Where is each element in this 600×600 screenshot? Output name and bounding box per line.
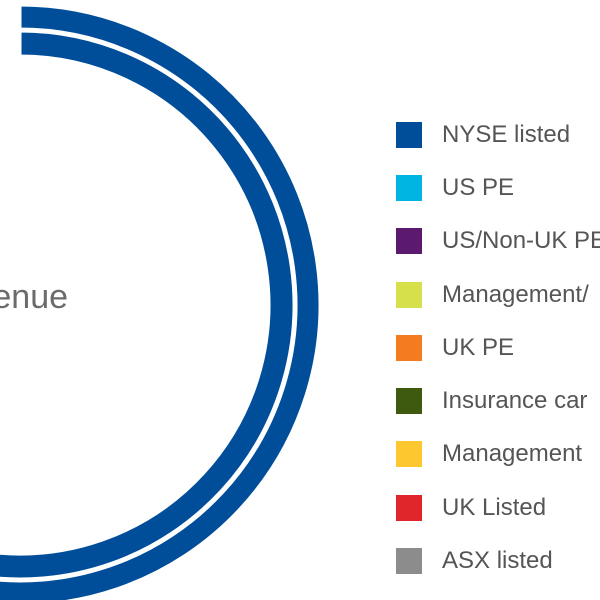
legend-swatch bbox=[396, 548, 422, 575]
legend-item-us-pe[interactable]: US PE bbox=[396, 161, 600, 214]
donut-slice-nyse-listed-ring-2[interactable] bbox=[0, 29, 296, 581]
legend-swatch bbox=[396, 388, 422, 415]
legend-label: UK Listed bbox=[442, 493, 547, 521]
legend-item-management[interactable]: Management/ bbox=[396, 268, 600, 321]
legend-item-insurance-carrier[interactable]: Insurance car bbox=[396, 374, 600, 427]
legend-label: Management bbox=[442, 440, 583, 468]
center-label: Revenue bbox=[0, 278, 69, 316]
legend-item-management-2[interactable]: Management bbox=[396, 428, 600, 481]
legend-label: US/Non-UK PE bbox=[442, 227, 600, 255]
legend-item-nyse-listed[interactable]: NYSE listed bbox=[396, 108, 600, 161]
legend-swatch bbox=[396, 441, 422, 468]
legend-item-us-non-uk-pe[interactable]: US/Non-UK PE bbox=[396, 215, 600, 268]
legend-swatch bbox=[396, 121, 422, 148]
legend-label: Management/ bbox=[442, 280, 589, 308]
legend-swatch bbox=[396, 174, 422, 201]
legend-item-asx-listed[interactable]: ASX listed bbox=[396, 534, 600, 587]
legend-label: US PE bbox=[442, 173, 515, 201]
legend-label: ASX listed bbox=[442, 547, 553, 575]
donut-slice-nyse-listed-ring-1[interactable] bbox=[0, 3, 322, 600]
legend-item-uk-pe[interactable]: UK PE bbox=[396, 321, 600, 374]
legend-label: UK PE bbox=[442, 333, 515, 361]
legend-item-uk-listed[interactable]: UK Listed bbox=[396, 481, 600, 534]
legend-swatch bbox=[396, 494, 422, 521]
legend-swatch bbox=[396, 228, 422, 255]
legend-label: NYSE listed bbox=[442, 120, 571, 148]
legend-swatch bbox=[396, 334, 422, 361]
legend: NYSE listed US PE US/Non-UK PE Managemen… bbox=[396, 108, 600, 588]
legend-label: Insurance car bbox=[442, 387, 588, 415]
legend-swatch bbox=[396, 281, 422, 308]
